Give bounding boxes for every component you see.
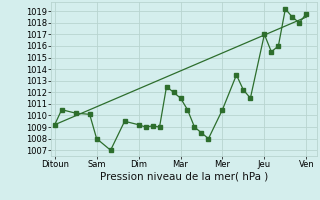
X-axis label: Pression niveau de la mer( hPa ): Pression niveau de la mer( hPa ) xyxy=(100,172,268,182)
